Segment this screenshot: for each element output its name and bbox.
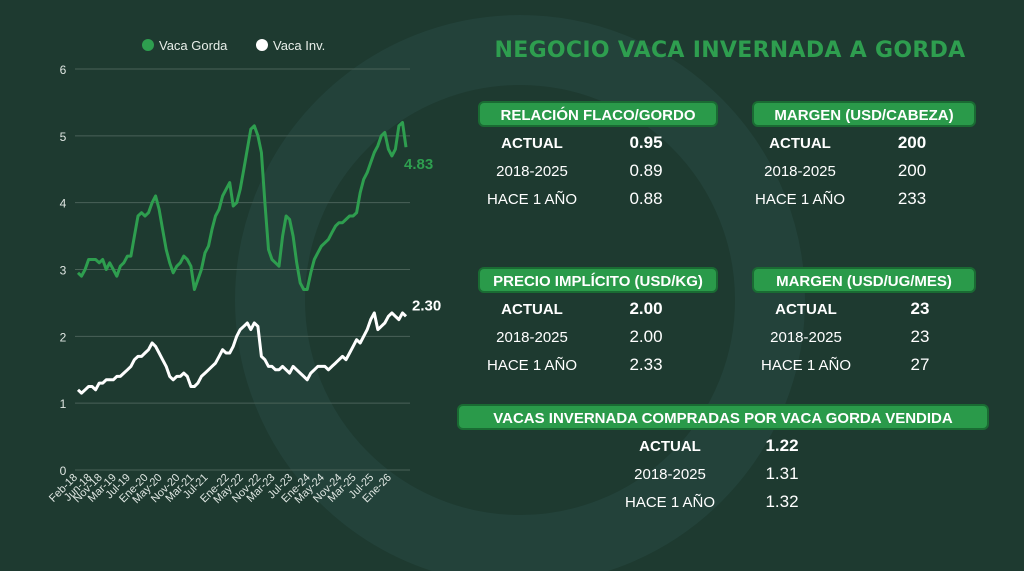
- row-value: 0.95: [629, 133, 663, 152]
- y-tick-label: 3: [60, 264, 67, 278]
- row-value: 0.89: [629, 161, 663, 180]
- line-series: [76, 121, 408, 291]
- y-tick-label: 4: [60, 197, 67, 211]
- y-tick-label: 0: [60, 464, 67, 478]
- panel-header: MARGEN (USD/CABEZA): [752, 101, 976, 127]
- panel-header: VACAS INVERNADA COMPRADAS POR VACA GORDA…: [457, 404, 989, 430]
- row-value: 200: [897, 133, 927, 152]
- legend-marker: [256, 39, 268, 51]
- legend-label: Vaca Gorda: [159, 38, 228, 53]
- row-label: ACTUAL: [501, 301, 563, 318]
- row-value: 0.88: [629, 189, 663, 208]
- row-label: HACE 1 AÑO: [760, 357, 852, 374]
- row-value: 23: [910, 327, 930, 346]
- row-label: ACTUAL: [639, 438, 701, 455]
- panel-header: MARGEN (USD/UG/MES): [752, 267, 976, 293]
- row-value: 23: [910, 299, 930, 318]
- end-label: 2.30: [412, 297, 441, 314]
- row-label: HACE 1 AÑO: [754, 191, 846, 208]
- y-tick-label: 5: [60, 130, 67, 144]
- row-value: 2.00: [629, 299, 663, 318]
- row-label: 2018-2025: [634, 466, 706, 483]
- row-value: 2.00: [629, 327, 663, 346]
- row-value: 2.33: [629, 355, 663, 374]
- row-value: 1.22: [765, 436, 799, 455]
- row-value: 27: [910, 355, 930, 374]
- y-tick-label: 1: [60, 397, 67, 411]
- y-tick-label: 6: [60, 63, 67, 77]
- end-label: 4.83: [404, 156, 433, 173]
- legend-label: Vaca Inv.: [273, 38, 325, 53]
- row-label: ACTUAL: [769, 135, 831, 152]
- panel-header: PRECIO IMPLÍCITO (USD/KG): [478, 267, 718, 293]
- row-label: 2018-2025: [496, 329, 568, 346]
- row-value: 1.31: [765, 464, 799, 483]
- row-value: 233: [897, 189, 927, 208]
- row-label: HACE 1 AÑO: [486, 357, 578, 374]
- row-value: 1.32: [765, 492, 799, 511]
- row-label: ACTUAL: [501, 135, 563, 152]
- row-value: 200: [897, 161, 927, 180]
- row-label: 2018-2025: [496, 163, 568, 180]
- panel-header: RELACIÓN FLACO/GORDO: [478, 101, 718, 127]
- line-series: [76, 311, 408, 395]
- row-label: ACTUAL: [775, 301, 837, 318]
- row-label: 2018-2025: [770, 329, 842, 346]
- row-label: HACE 1 AÑO: [486, 191, 578, 208]
- row-label: HACE 1 AÑO: [624, 494, 716, 511]
- watermark: [235, 15, 805, 571]
- page-title: NEGOCIO VACA INVERNADA A GORDA: [494, 38, 966, 63]
- row-label: 2018-2025: [764, 163, 836, 180]
- y-tick-label: 2: [60, 330, 67, 344]
- legend-marker: [142, 39, 154, 51]
